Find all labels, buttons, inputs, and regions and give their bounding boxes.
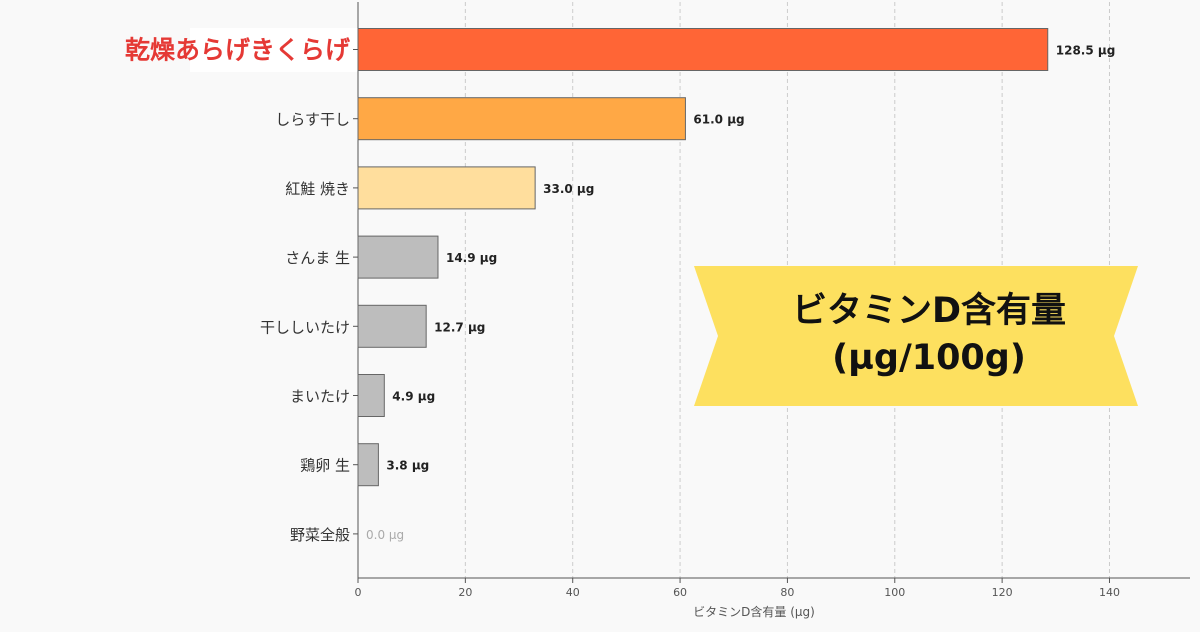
bar [357,235,439,279]
label-highlight-band [190,28,358,72]
title-badge: ビタミンD含有量 (µg/100g) [694,266,1138,406]
badge-title-line2: (µg/100g) [832,338,1026,378]
bar [357,97,686,141]
value-label: 4.9 µg [392,390,435,404]
value-label: 128.5 µg [1056,44,1116,58]
ribbon-banner [694,266,1138,406]
bar [357,374,385,417]
category-label: しらす干し [275,111,350,129]
value-label: 3.8 µg [386,459,429,473]
x-tick-label: 60 [673,586,687,599]
value-label: 14.9 µg [446,251,497,265]
category-label: さんま 生 [285,249,350,267]
category-label: まいたけ [290,388,350,406]
category-label: 乾燥あらげきくらげ [125,36,351,65]
bar [357,304,427,348]
bar [357,443,379,487]
x-tick-label: 100 [884,586,905,599]
value-label: 61.0 µg [693,113,744,127]
badge-title-line1: ビタミンD含有量 [791,291,1067,331]
category-label: 野菜全般 [290,526,350,544]
x-axis-label: ビタミンD含有量 (µg) [693,604,815,619]
x-tick-label: 40 [566,586,580,599]
value-label: 33.0 µg [543,182,594,196]
category-label: 鶏卵 生 [300,457,350,475]
category-label: 紅鮭 焼き [285,180,350,198]
x-tick-label: 0 [355,586,362,599]
x-tick-label: 80 [780,586,794,599]
x-tick-label: 120 [992,586,1013,599]
bar [357,28,1049,71]
x-tick-label: 140 [1099,586,1120,599]
value-label: 0.0 µg [366,528,404,542]
value-label: 12.7 µg [434,320,485,334]
bar [357,166,536,210]
category-label: 干ししいたけ [260,318,350,336]
x-tick-label: 20 [458,586,472,599]
